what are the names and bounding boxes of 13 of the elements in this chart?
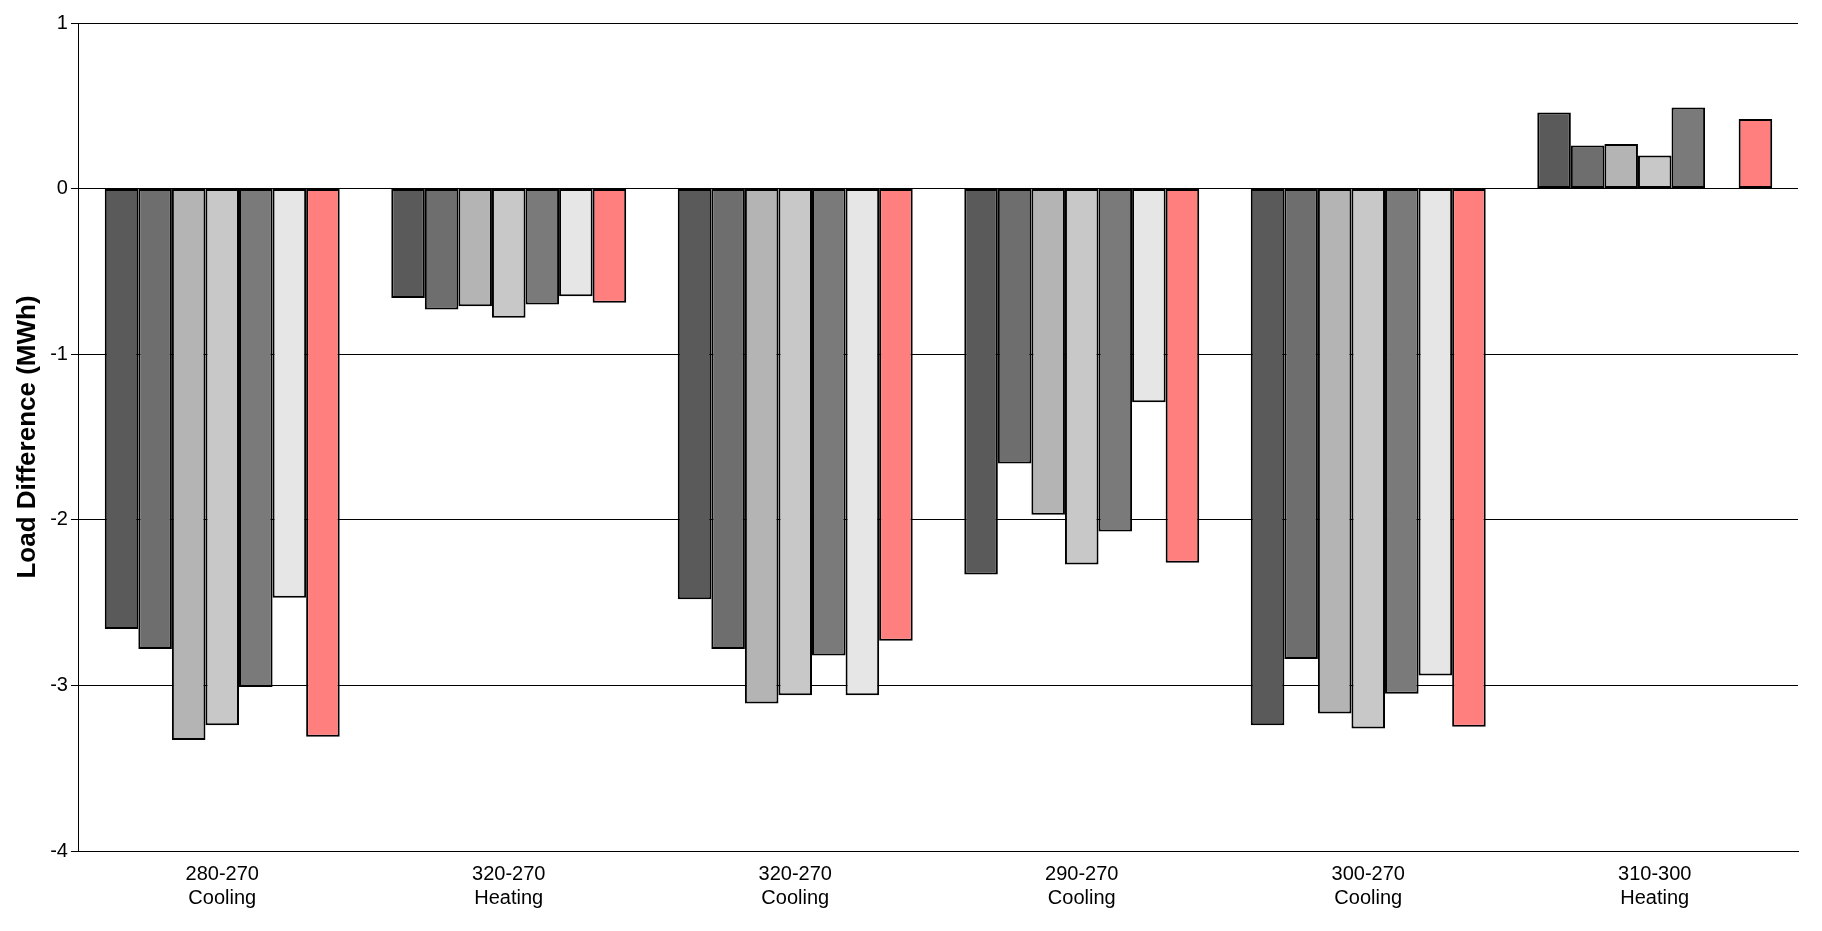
y-axis-title: Load Difference (MWh) xyxy=(10,295,41,579)
y-tick-label: 1 xyxy=(56,10,68,33)
x-tick-label: 300-270 Cooling xyxy=(1331,861,1405,908)
x-tick-label: 320-270 Cooling xyxy=(758,861,832,908)
x-tick-label: 280-270 Cooling xyxy=(185,861,259,908)
y-tick-label: -4 xyxy=(50,838,68,861)
y-tick-label: 0 xyxy=(56,176,68,199)
x-tick-label: 320-270 Heating xyxy=(472,861,546,908)
y-tick-label: -2 xyxy=(50,507,68,530)
x-tick-label: 310-300 Heating xyxy=(1618,861,1692,908)
y-tick-label: -3 xyxy=(50,672,68,695)
x-tick-label: 290-270 Cooling xyxy=(1045,861,1119,908)
y-tick-label: -1 xyxy=(50,341,68,364)
